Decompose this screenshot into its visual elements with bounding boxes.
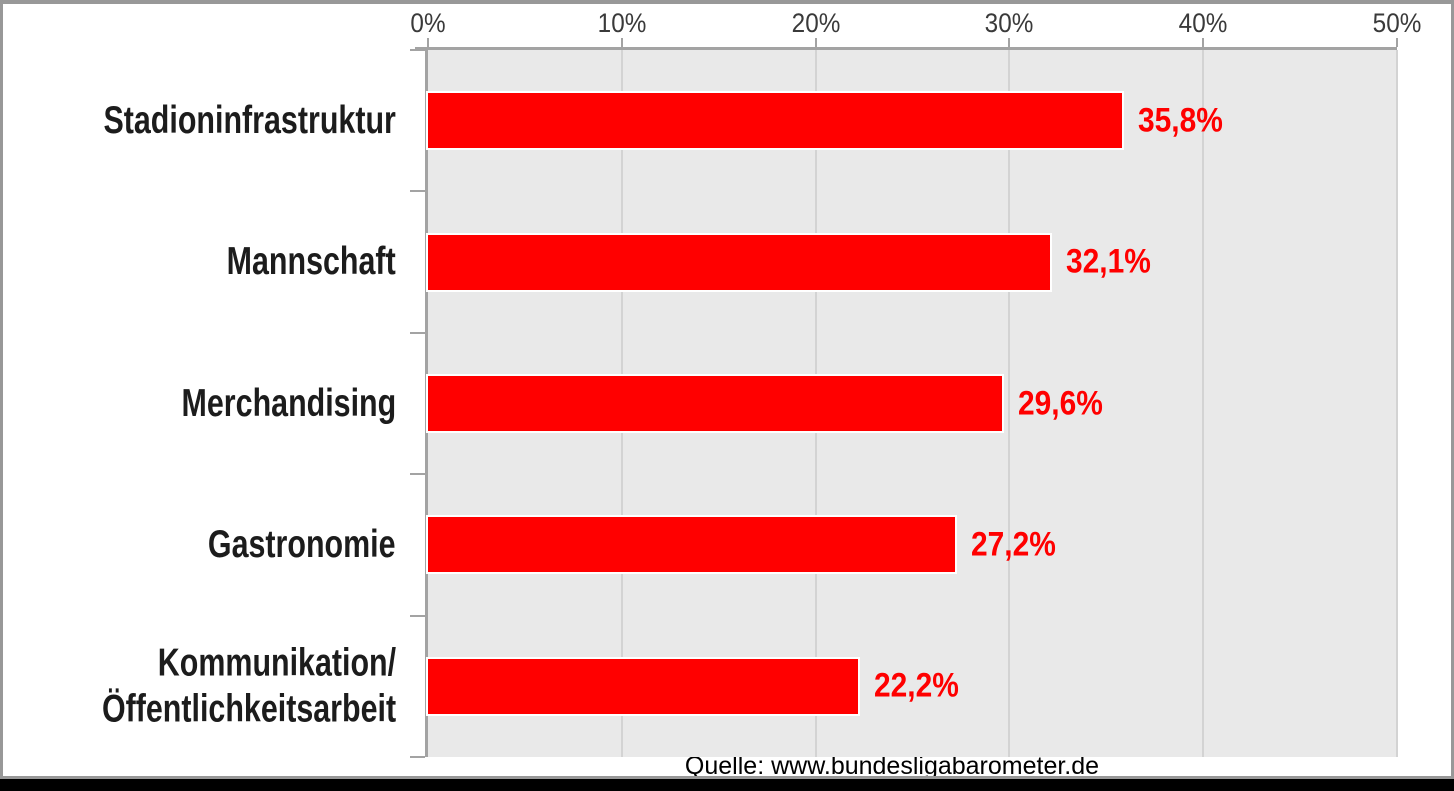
bar <box>426 91 1124 150</box>
x-tick <box>815 38 817 47</box>
category-label: Merchandising <box>181 382 396 426</box>
bar <box>426 515 957 574</box>
x-tick <box>621 38 623 47</box>
x-tick-label: 20% <box>791 8 841 38</box>
y-tick <box>410 49 425 51</box>
gridline <box>1008 50 1010 757</box>
value-label: 32,1% <box>1066 242 1151 281</box>
frame-border-bottom-line <box>0 776 1454 779</box>
x-tick-label: 40% <box>1178 8 1228 38</box>
value-label: 29,6% <box>1018 384 1103 423</box>
category-label: Mannschaft <box>226 240 396 284</box>
x-tick <box>1202 38 1204 47</box>
x-tick-label: 10% <box>597 8 647 38</box>
value-label: 27,2% <box>971 525 1056 564</box>
x-tick-label: 0% <box>410 8 446 38</box>
category-label: Kommunikation/ Öffentlichkeitsarbeit <box>101 641 396 730</box>
x-tick <box>427 38 429 47</box>
x-tick-label: 50% <box>1372 8 1422 38</box>
value-label: 35,8% <box>1138 101 1223 140</box>
frame-border-right <box>1451 0 1454 791</box>
x-axis-line <box>415 47 1397 50</box>
bar <box>426 233 1052 292</box>
frame-border-left <box>0 0 3 791</box>
category-label: Stadioninfrastruktur <box>103 99 396 143</box>
y-tick <box>410 473 425 475</box>
bar <box>426 374 1004 433</box>
x-tick-label: 30% <box>984 8 1034 38</box>
x-tick <box>1008 38 1010 47</box>
y-tick <box>410 332 425 334</box>
gridline <box>1396 50 1398 757</box>
y-tick <box>410 190 425 192</box>
gridline <box>1202 50 1204 757</box>
bar <box>426 657 860 716</box>
category-label: Gastronomie <box>208 523 396 567</box>
frame-bottom-black-bar <box>0 779 1454 791</box>
x-tick <box>1396 38 1398 47</box>
y-tick <box>410 615 425 617</box>
frame-border-top <box>0 0 1454 4</box>
value-label: 22,2% <box>874 666 959 705</box>
y-tick <box>410 756 425 758</box>
